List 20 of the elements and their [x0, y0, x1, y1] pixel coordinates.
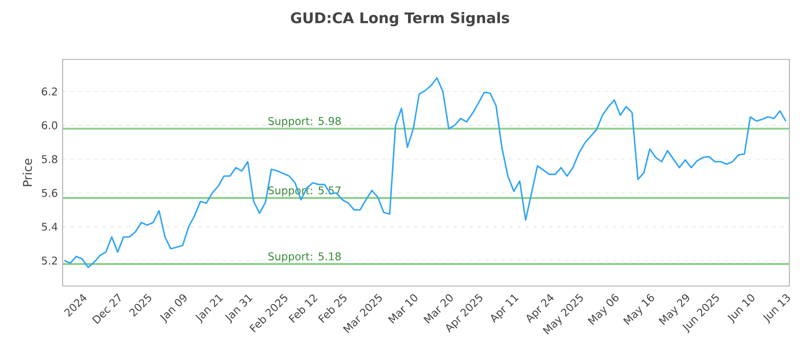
- chart-title: GUD:CA Long Term Signals: [290, 12, 510, 26]
- y-tick-label: 6.2: [42, 87, 57, 96]
- x-tick-label: Jan 09: [160, 294, 186, 324]
- x-tick-label: Jan 21: [195, 294, 224, 324]
- x-tick-label: Feb 25: [318, 294, 346, 323]
- x-tick-label: Jan 31: [225, 294, 253, 324]
- y-tick-label: 6.0: [42, 121, 58, 130]
- y-axis-title: Price: [22, 158, 32, 186]
- x-tick-label: Jun 13: [762, 294, 790, 324]
- x-tick-label: Apr 11: [491, 294, 519, 324]
- y-tick-label: 5.6: [42, 188, 58, 197]
- x-tick-label: Mar 10: [388, 294, 418, 324]
- x-tick-label: Dec 27: [92, 293, 121, 324]
- y-tick-label: 5.4: [42, 222, 58, 231]
- ref-line-label: Support: 5.98: [268, 116, 341, 128]
- y-tick-label: 5.8: [42, 155, 58, 164]
- x-tick-label: Jun 10: [727, 294, 754, 324]
- y-tick-label: 5.2: [42, 256, 57, 265]
- ref-line-label: Support: 5.18: [268, 252, 341, 262]
- x-tick-label: Feb 12: [288, 294, 318, 323]
